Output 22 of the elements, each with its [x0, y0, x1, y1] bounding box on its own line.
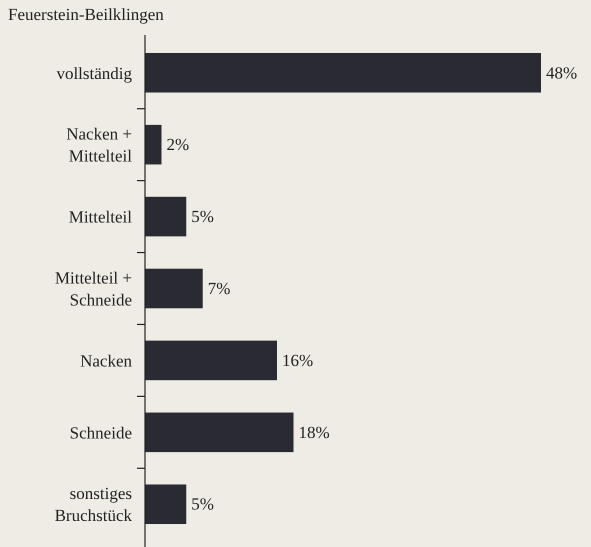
bar: [145, 52, 541, 93]
bar: [145, 196, 186, 236]
chart-title: Feuerstein-Beilklingen: [8, 5, 164, 24]
bar: [145, 268, 203, 308]
data-label: 7%: [208, 279, 230, 298]
y-tick-label: Mittelteil + Schneide: [54, 268, 132, 309]
y-tick-label: vollständig: [56, 63, 132, 82]
data-label: 48%: [546, 63, 578, 82]
data-label: 18%: [298, 422, 330, 442]
y-tick-label: sonstiges Bruchstück: [54, 484, 132, 525]
y-tick-label: Nacken: [80, 350, 132, 370]
y-tick-label: Mittelteil: [68, 207, 132, 226]
y-tick-label: Schneide: [70, 422, 132, 442]
data-label: 16%: [282, 350, 314, 370]
bar: [145, 412, 294, 452]
data-label: 5%: [191, 207, 214, 226]
bar: [145, 124, 162, 164]
data-label: 2%: [166, 135, 190, 154]
bar: [145, 484, 186, 524]
bar: [145, 340, 277, 380]
y-tick-label: Nacken + Mittelteil: [66, 124, 132, 166]
data-label: 5%: [191, 494, 214, 514]
